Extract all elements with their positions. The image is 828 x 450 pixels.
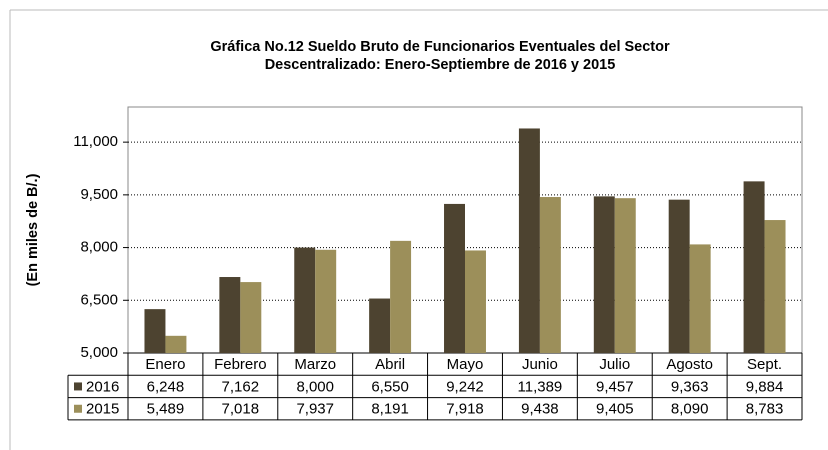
- legend-swatch: [74, 404, 82, 413]
- table-value: 7,918: [446, 401, 484, 418]
- bar: [144, 309, 166, 353]
- x-tick-label: Enero: [145, 356, 185, 373]
- bar: [539, 197, 561, 353]
- bar: [764, 220, 786, 353]
- chart-title: Descentralizado: Enero-Septiembre de 201…: [265, 57, 616, 73]
- x-tick-label: Mayo: [447, 356, 484, 373]
- table-value: 11,389: [518, 378, 563, 395]
- bar: [465, 250, 486, 353]
- bar: [689, 244, 711, 353]
- y-tick-label: 11,000: [73, 133, 118, 150]
- table-value: 7,937: [296, 401, 334, 418]
- y-axis-label: (En miles de B/.): [25, 173, 41, 286]
- table-value: 9,363: [671, 378, 709, 395]
- bar: [390, 240, 412, 353]
- legend-label: 2015: [86, 401, 119, 418]
- table-value: 8,000: [296, 378, 334, 395]
- bar: [743, 181, 765, 353]
- table-value: 8,191: [371, 401, 409, 418]
- table-value: 6,248: [147, 378, 185, 395]
- x-tick-label: Julio: [599, 356, 630, 373]
- table-value: 5,489: [147, 401, 185, 418]
- x-tick-label: Marzo: [294, 356, 336, 373]
- legend-label: 2016: [86, 378, 119, 395]
- x-tick-label: Sept.: [747, 356, 782, 373]
- bar: [165, 335, 187, 353]
- table-value: 7,018: [222, 401, 260, 418]
- table-value: 9,405: [596, 401, 634, 418]
- table-value: 8,783: [746, 401, 784, 418]
- table-value: 6,550: [371, 378, 409, 395]
- bar: [593, 196, 615, 353]
- table-value: 7,162: [222, 378, 260, 395]
- bar: [294, 247, 316, 353]
- bar: [369, 298, 391, 353]
- table-value: 9,884: [746, 378, 784, 395]
- bar: [240, 282, 262, 353]
- bar: [668, 199, 690, 353]
- x-tick-label: Abril: [375, 356, 405, 373]
- bar: [518, 128, 540, 353]
- bar: [219, 277, 241, 353]
- chart-title: Gráfica No.12 Sueldo Bruto de Funcionari…: [210, 39, 670, 55]
- y-tick-label: 9,500: [80, 186, 118, 203]
- bar: [614, 198, 636, 353]
- table-value: 8,090: [671, 401, 709, 418]
- table-value: 9,457: [596, 378, 634, 395]
- table-value: 9,438: [521, 401, 559, 418]
- x-tick-label: Agosto: [666, 356, 713, 373]
- bar: [444, 203, 465, 353]
- bar: [315, 249, 337, 353]
- legend-swatch: [74, 382, 82, 391]
- y-tick-label: 8,000: [80, 239, 118, 256]
- table-value: 9,242: [446, 378, 484, 395]
- y-tick-label: 5,000: [80, 344, 118, 361]
- y-tick-label: 6,500: [80, 291, 118, 308]
- x-tick-label: Febrero: [214, 356, 267, 373]
- x-tick-label: Junio: [522, 356, 558, 373]
